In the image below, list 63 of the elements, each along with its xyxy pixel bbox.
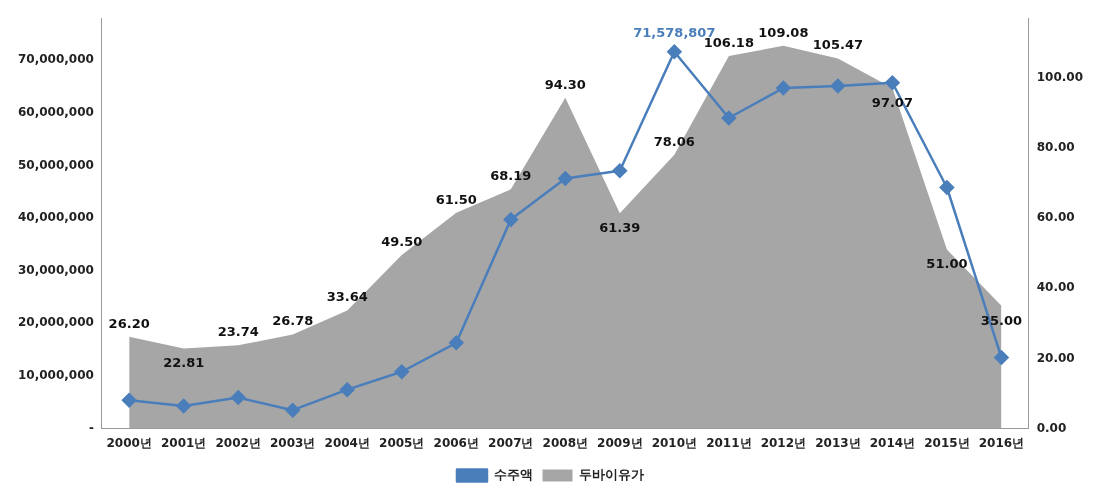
x-tick-label: 2006년	[433, 435, 479, 450]
legend-label: 수주액	[493, 466, 533, 482]
x-tick-label: 2011년	[706, 435, 752, 450]
point	[230, 390, 246, 405]
point	[503, 212, 519, 227]
data-label: 78.06	[653, 133, 695, 149]
data-label: 26.78	[272, 313, 314, 329]
y-tick-label: 70,000,000	[17, 52, 94, 67]
point	[449, 335, 464, 351]
x-tick-label: 2010년	[651, 435, 698, 450]
y2-tick-label: 20.00	[1036, 350, 1075, 365]
point	[121, 392, 137, 408]
y2-tick-label: 100.00	[1036, 69, 1084, 84]
data-label: 61.50	[435, 191, 477, 207]
y-tick-label: -	[88, 420, 94, 435]
y2-tick-label: 40.00	[1036, 280, 1075, 295]
y-tick-label: 50,000,000	[17, 157, 94, 172]
x-tick-label: 2007년	[488, 435, 534, 450]
point	[939, 180, 955, 195]
data-label: 61.39	[599, 220, 641, 236]
point	[830, 78, 846, 94]
x-tick-label: 2015년	[924, 435, 970, 450]
point	[994, 350, 1009, 365]
legend-label: 두바이유가	[579, 466, 644, 482]
x-tick-label: 2003년	[270, 435, 316, 450]
point	[776, 80, 791, 96]
data-label: 94.30	[544, 76, 586, 92]
point	[176, 398, 191, 414]
y-tick-label: 30,000,000	[17, 262, 94, 277]
y-tick-label: 20,000,000	[17, 315, 94, 330]
point	[285, 402, 300, 418]
data-label: 33.64	[326, 289, 368, 305]
x-tick-label: 2000년	[106, 435, 152, 450]
x-tick-label: 2013년	[815, 435, 861, 450]
y2-tick-label: 80.00	[1036, 139, 1075, 154]
x-tick-label: 2004년	[324, 435, 370, 450]
x-tick-label: 2002년	[215, 435, 261, 450]
data-label: 109.08	[758, 24, 809, 40]
data-label: 23.74	[217, 324, 259, 340]
data-label: 49.50	[381, 233, 423, 249]
data-label: 22.81	[163, 355, 205, 371]
point	[885, 75, 900, 90]
point	[558, 171, 573, 186]
data-label: 68.19	[490, 168, 532, 184]
x-tick-label: 2001년	[160, 435, 207, 450]
y-tick-label: 60,000,000	[17, 104, 94, 119]
x-tick-label: 2014년	[869, 435, 916, 450]
x-tick-label: 2016년	[978, 435, 1025, 450]
x-tick-label: 2012년	[760, 435, 807, 450]
x-tick-label: 2009년	[597, 435, 643, 450]
y-tick-label: 40,000,000	[17, 210, 94, 225]
y2-tick-label: 60.00	[1036, 210, 1075, 225]
point	[612, 163, 628, 178]
y2-tick-label: 0.00	[1036, 420, 1067, 435]
point	[339, 382, 355, 397]
data-label: 26.20	[108, 315, 150, 331]
x-tick-label: 2008년	[542, 435, 589, 450]
y-tick-label: 10,000,000	[17, 368, 94, 383]
data-label: 105.47	[812, 37, 863, 53]
point	[721, 110, 737, 126]
point	[667, 44, 682, 60]
point	[394, 364, 409, 379]
x-tick-label: 2005년	[379, 435, 425, 450]
